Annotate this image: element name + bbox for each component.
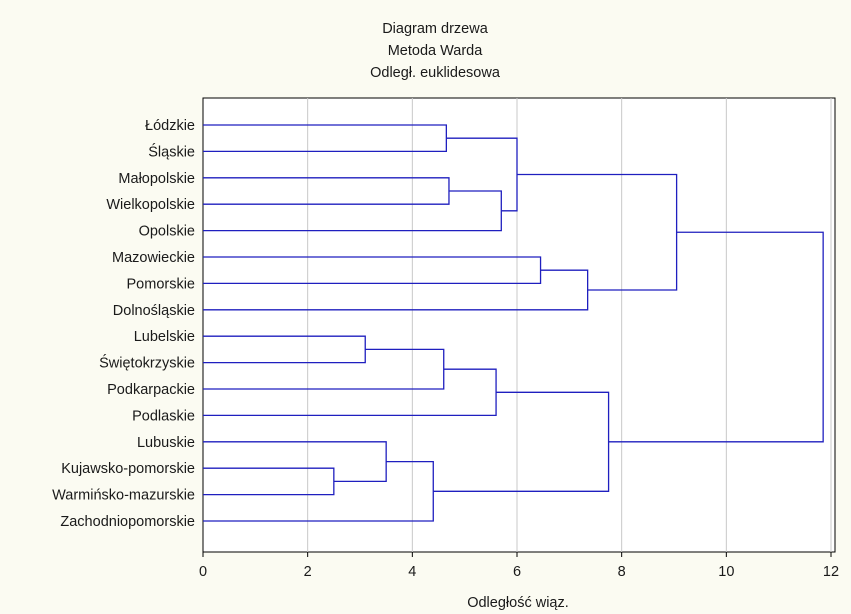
leaf-label: Wielkopolskie xyxy=(106,197,195,213)
chart-title-line-1: Diagram drzewa xyxy=(382,21,488,37)
dendrogram-link-m5 xyxy=(203,348,445,390)
chart-title: Diagram drzewa Metoda Warda Odległ. eukl… xyxy=(370,21,501,81)
dendrogram-link-m7 xyxy=(433,391,610,492)
chart-title-line-3: Odległ. euklidesowa xyxy=(370,65,501,81)
x-axis-label: Odległość wiąz. xyxy=(467,595,569,611)
x-tick-label-0: 0 xyxy=(199,564,207,580)
chart-title-line-2: Metoda Warda xyxy=(388,43,483,59)
leaf-labels: Łódzkie Śląskie Małopolskie Wielkopolskie Op… xyxy=(52,118,195,530)
x-tick-label-10: 10 xyxy=(718,564,734,580)
dendrogram-link-m15 xyxy=(608,231,824,443)
leaf-label: Warmińsko-mazurskie xyxy=(52,488,195,504)
leaf-label: Śląskie xyxy=(148,142,195,160)
leaf-label: Małopolskie xyxy=(118,171,195,187)
leaf-label: Podlaskie xyxy=(132,408,195,424)
dendrogram-links xyxy=(203,124,824,522)
x-tick-label-4: 4 xyxy=(408,564,416,580)
leaf-label: Świętokrzyskie xyxy=(99,354,195,372)
leaf-label: Zachodniopomorskie xyxy=(60,514,195,530)
leaf-label: Kujawsko-pomorskie xyxy=(61,461,195,477)
leaf-label: Opolskie xyxy=(139,224,195,240)
leaf-label: Mazowieckie xyxy=(112,250,195,266)
leaf-label: Łódzkie xyxy=(145,118,195,134)
leaf-label: Pomorskie xyxy=(127,276,196,292)
x-tick-label-2: 2 xyxy=(304,564,312,580)
x-axis-ticks: 0 2 4 6 8 10 12 xyxy=(199,552,839,580)
leaf-label: Lubelskie xyxy=(134,329,195,345)
leaf-label: Podkarpackie xyxy=(107,382,195,398)
dendrogram-link-m2 xyxy=(203,467,335,496)
plot-frame xyxy=(202,97,836,553)
x-tick-label-6: 6 xyxy=(513,564,521,580)
leaf-label: Dolnośląskie xyxy=(113,303,195,319)
dendrogram-link-m1 xyxy=(203,335,366,364)
x-tick-label-12: 12 xyxy=(823,564,839,580)
leaf-label: Lubuskie xyxy=(137,435,195,451)
x-tick-label-8: 8 xyxy=(618,564,626,580)
